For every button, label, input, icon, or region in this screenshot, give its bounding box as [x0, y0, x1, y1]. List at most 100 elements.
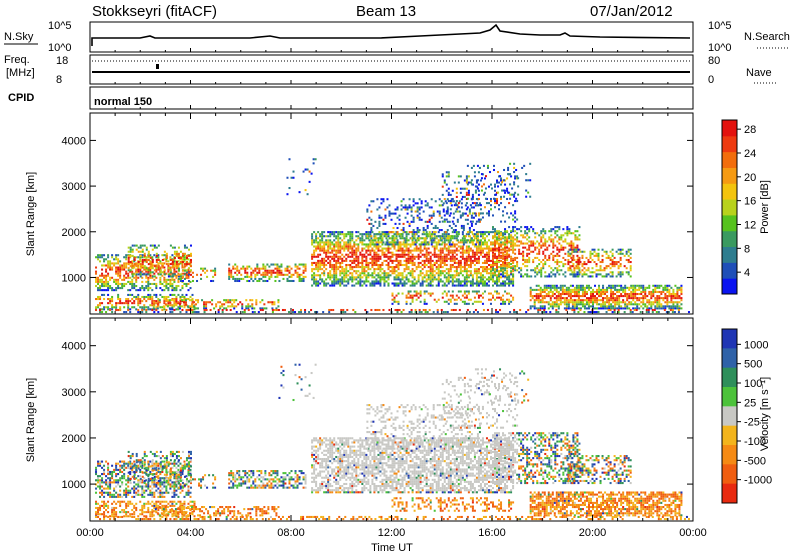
power-cell [485, 251, 488, 254]
power-cell [560, 248, 563, 251]
power-cell [402, 229, 405, 232]
power-cell [341, 231, 344, 234]
power-cell [572, 244, 575, 247]
power-cell [599, 273, 602, 276]
power-cell [567, 258, 570, 262]
power-cell [145, 306, 148, 309]
power-cell [500, 234, 503, 237]
power-cell [485, 278, 488, 281]
power-cell [481, 233, 484, 236]
power-cell [570, 244, 573, 247]
power-cell [469, 266, 472, 269]
power-cell [612, 305, 615, 308]
power-cell [131, 287, 134, 290]
power-cell [119, 306, 122, 309]
power-cell [149, 254, 152, 257]
power-cell [357, 263, 360, 267]
power-cell [391, 235, 394, 238]
power-cell [129, 289, 132, 292]
power-cell [504, 284, 507, 287]
power-cell [391, 292, 394, 295]
power-cell [473, 212, 476, 215]
power-cell [389, 243, 392, 246]
power-cell [196, 279, 199, 283]
power-cell [109, 266, 112, 269]
power-cell [535, 284, 538, 287]
power-cell [441, 257, 444, 260]
power-cell [451, 296, 454, 299]
power-cell [229, 305, 232, 308]
power-cell [526, 269, 529, 272]
power-cell [445, 202, 448, 205]
power-cell [412, 229, 415, 232]
power-cell [437, 241, 440, 244]
power-cell [355, 231, 358, 234]
power-cell [550, 271, 553, 274]
power-cell [528, 228, 531, 231]
power-cell [327, 241, 330, 244]
power-cell [481, 212, 484, 215]
power-cell [274, 267, 277, 270]
power-cell [378, 237, 381, 240]
power-cell [435, 284, 438, 287]
power-cell [473, 270, 476, 273]
power-cell [147, 256, 150, 259]
power-cell [433, 239, 436, 242]
power-cell [455, 195, 458, 198]
power-cell [500, 179, 503, 182]
power-cell [127, 302, 130, 305]
power-cell [179, 258, 182, 261]
power-cell [333, 282, 336, 285]
power-cell [163, 280, 166, 283]
power-cell [361, 263, 364, 267]
power-cell [389, 231, 392, 234]
power-cell [236, 269, 239, 272]
power-cell [418, 198, 421, 201]
power-cell [211, 303, 214, 306]
power-cell [333, 270, 336, 273]
power-cell [650, 307, 653, 310]
power-cell [327, 245, 330, 248]
power-cell [423, 263, 426, 267]
power-cell [206, 275, 209, 278]
power-cell [433, 276, 436, 279]
power-cell [343, 284, 346, 287]
power-cell [676, 301, 679, 304]
power-cell [214, 273, 217, 276]
power-cell [171, 306, 174, 309]
power-cell [627, 273, 630, 276]
power-cell [475, 197, 478, 201]
power-cell [180, 299, 183, 302]
power-cell [559, 299, 562, 302]
power-cell [536, 252, 539, 255]
power-cell [147, 282, 150, 285]
power-cell [117, 278, 120, 281]
power-cell [543, 297, 546, 300]
power-cell [395, 235, 398, 238]
power-cell [393, 243, 396, 246]
power-cell [127, 272, 130, 275]
power-cell [175, 284, 178, 288]
power-cell [548, 244, 551, 247]
power-cell [585, 256, 588, 259]
power-cell [117, 280, 120, 283]
power-cell [402, 231, 405, 234]
power-cell [399, 247, 402, 250]
power-cell [167, 302, 170, 305]
power-cell [428, 206, 431, 209]
power-cell [477, 247, 480, 250]
power-cell [431, 259, 434, 262]
power-cell [492, 257, 494, 260]
power-cell [411, 233, 414, 236]
power-cell [512, 236, 515, 239]
power-cell [383, 274, 386, 277]
power-cell [601, 248, 604, 251]
power-cell [331, 274, 334, 277]
power-cell [117, 295, 120, 299]
power-cell [371, 266, 374, 269]
power-cell [405, 247, 408, 250]
power-cell [187, 279, 190, 283]
power-cell [437, 266, 440, 269]
power-cell [382, 241, 385, 244]
power-cell [634, 301, 637, 304]
